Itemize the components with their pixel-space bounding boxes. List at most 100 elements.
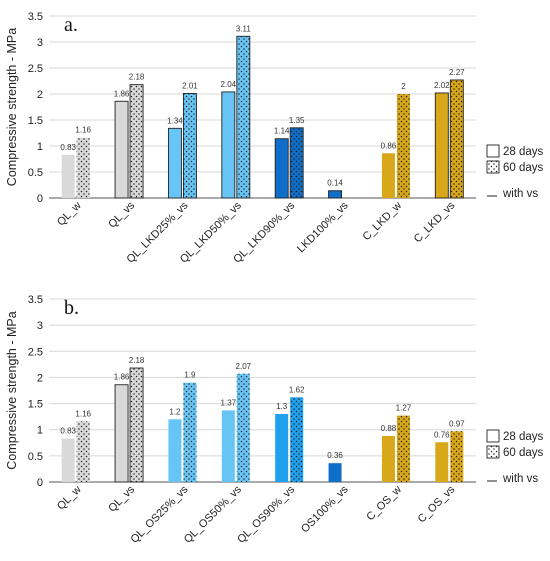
bar-28-days xyxy=(381,153,395,198)
bar-28-days xyxy=(167,127,182,199)
legend-label-60-days: 60 days xyxy=(503,447,544,459)
y-axis-label: Compressive strength - MPa xyxy=(5,311,19,469)
data-label: 1.2 xyxy=(169,407,181,416)
chart-panel-a: 0 0.5 1 1.5 2 2.5 3 3.5 Compressive strength - M… xyxy=(5,11,544,266)
x-tick-label: QL_w xyxy=(55,200,84,229)
bar-28-days xyxy=(114,100,129,199)
panel-title: a. xyxy=(64,14,78,36)
x-tick-label: OS100%_vs xyxy=(299,483,351,535)
data-label: 0.83 xyxy=(60,143,76,152)
data-label: 1.86 xyxy=(114,89,130,98)
y-tick-label: 2.5 xyxy=(28,346,43,358)
bar-28-days xyxy=(381,435,395,482)
x-tick-label: QL_w xyxy=(55,484,84,513)
legend-label-28-days: 28 days xyxy=(503,431,544,443)
y-tick-label: 2 xyxy=(37,89,43,101)
y-tick-label: 1.5 xyxy=(28,115,43,127)
y-tick-label: 3.5 xyxy=(28,11,43,23)
legend-label-with-vs: with vs xyxy=(502,473,538,485)
bar-28-days xyxy=(221,91,236,199)
data-label: 0.36 xyxy=(327,451,343,460)
bar-dot-pattern xyxy=(236,373,250,482)
data-label: 1.16 xyxy=(75,409,91,418)
bar-dot-pattern xyxy=(130,84,144,198)
x-tick-label: QL_vs xyxy=(106,483,137,514)
y-tick-label: 3 xyxy=(37,320,43,332)
y-tick-label: 2 xyxy=(37,372,43,384)
bar-dot-pattern xyxy=(76,421,90,482)
y-tick-label: 3 xyxy=(37,37,43,49)
bar-dot-pattern xyxy=(290,397,304,482)
bar-dot-pattern xyxy=(236,36,250,198)
data-label: 0.86 xyxy=(381,141,397,150)
bar-28-days xyxy=(221,410,235,482)
data-label: 1.16 xyxy=(75,126,91,135)
data-label: 1.86 xyxy=(114,373,130,382)
data-label: 2.07 xyxy=(236,362,252,371)
legend-label-28-days: 28 days xyxy=(503,146,544,158)
legend-swatch-28-days xyxy=(486,429,500,443)
bar-dot-pattern xyxy=(183,93,197,198)
data-label: 2.02 xyxy=(434,81,450,90)
bar-dot-pattern xyxy=(290,127,304,198)
x-tick-label: C_OS_w xyxy=(364,484,404,524)
y-tick-label: 0 xyxy=(37,193,43,205)
legend: 28 days 60 days with vs xyxy=(486,429,544,485)
legend-label-60-days: 60 days xyxy=(503,162,544,174)
bar-dot-pattern xyxy=(450,79,464,198)
bar-28-days xyxy=(61,154,75,198)
panel-title: b. xyxy=(64,297,79,319)
bar-28-days xyxy=(328,190,343,199)
y-tick-label: 3.5 xyxy=(28,294,43,306)
data-label: 2 xyxy=(401,82,406,91)
y-tick-label: 1 xyxy=(37,425,43,437)
data-label: 1.34 xyxy=(167,116,183,125)
bar-28-days xyxy=(328,463,342,482)
data-label: 2.18 xyxy=(129,356,145,365)
y-tick-label: 0 xyxy=(37,477,43,489)
data-label: 1.3 xyxy=(276,402,288,411)
chart-panel-b: 0 0.5 1 1.5 2 2.5 3 3.5 Compressive strength - M… xyxy=(5,294,544,546)
bar-28-days xyxy=(275,414,289,482)
data-label: 3.11 xyxy=(236,24,252,33)
y-axis-label: Compressive strength - MPa xyxy=(5,28,19,186)
data-label: 0.14 xyxy=(327,179,343,188)
x-tick-label: QL_OS90%_vs xyxy=(235,483,297,545)
legend-swatch-60-days xyxy=(486,445,500,459)
data-label: 1.37 xyxy=(221,398,237,407)
data-label: 1.35 xyxy=(289,116,305,125)
bar-28-days xyxy=(168,419,182,482)
bar-28-days xyxy=(274,138,289,199)
data-label: 1.62 xyxy=(289,385,305,394)
y-tick-label: 2.5 xyxy=(28,63,43,75)
bar-dot-pattern xyxy=(76,137,90,198)
bar-28-days xyxy=(61,438,75,482)
data-label: 0.76 xyxy=(434,430,450,439)
legend-swatch-60-days xyxy=(486,160,500,174)
y-tick-label: 1.5 xyxy=(28,399,43,411)
data-label: 2.27 xyxy=(449,68,465,77)
x-tick-label: C_OS_vs xyxy=(416,483,458,525)
data-label: 0.88 xyxy=(381,424,397,433)
x-tick-label: C_LKD_vs xyxy=(412,199,458,245)
bar-dot-pattern xyxy=(183,382,197,482)
data-label: 2.18 xyxy=(129,73,145,82)
data-label: 0.83 xyxy=(60,427,76,436)
x-tick-label: C_LKD_w xyxy=(361,200,405,244)
bar-dot-pattern xyxy=(396,94,410,198)
bar-28-days xyxy=(434,92,449,199)
y-tick-label: 0.5 xyxy=(28,167,43,179)
bar-dot-pattern xyxy=(396,415,410,482)
data-label: 1.14 xyxy=(274,127,290,136)
data-label: 2.01 xyxy=(182,81,198,90)
bar-dot-pattern xyxy=(450,431,464,482)
bar-28-days xyxy=(435,442,449,482)
y-tick-label: 1 xyxy=(37,141,43,153)
legend-swatch-28-days xyxy=(486,144,500,158)
x-tick-label: QL_vs xyxy=(106,199,137,230)
legend-label-with-vs: with vs xyxy=(502,188,538,200)
bar-28-days xyxy=(114,384,129,483)
data-label: 2.04 xyxy=(221,80,237,89)
data-label: 1.27 xyxy=(396,404,412,413)
